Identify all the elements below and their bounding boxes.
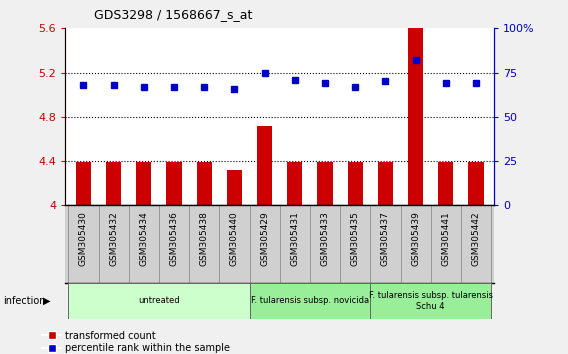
Text: GSM305429: GSM305429	[260, 212, 269, 266]
Text: GDS3298 / 1568667_s_at: GDS3298 / 1568667_s_at	[94, 8, 252, 21]
Bar	[318, 162, 333, 205]
Bar	[197, 162, 212, 205]
Text: ▶: ▶	[43, 296, 51, 306]
Bar	[76, 162, 91, 205]
Text: GSM305441: GSM305441	[441, 212, 450, 266]
Bar	[469, 162, 483, 205]
Bar	[106, 162, 121, 205]
Legend: transformed count, percentile rank within the sample: transformed count, percentile rank withi…	[42, 331, 230, 353]
Bar	[438, 162, 453, 205]
Bar	[166, 162, 182, 205]
Bar	[68, 283, 249, 319]
Text: GSM305431: GSM305431	[290, 212, 299, 267]
Bar	[136, 162, 152, 205]
Text: GSM305434: GSM305434	[139, 212, 148, 266]
Text: F. tularensis subsp. tularensis
Schu 4: F. tularensis subsp. tularensis Schu 4	[369, 291, 493, 310]
Text: untreated: untreated	[138, 296, 179, 306]
Text: GSM305442: GSM305442	[471, 212, 481, 266]
Bar	[249, 283, 370, 319]
Text: GSM305436: GSM305436	[169, 212, 178, 267]
Bar	[378, 162, 393, 205]
Bar	[227, 170, 242, 205]
Bar	[287, 162, 302, 205]
Text: GSM305433: GSM305433	[320, 212, 329, 267]
Text: GSM305439: GSM305439	[411, 212, 420, 267]
Bar	[348, 162, 363, 205]
Text: GSM305438: GSM305438	[200, 212, 209, 267]
Bar	[408, 1, 423, 205]
Bar	[370, 283, 491, 319]
Text: GSM305437: GSM305437	[381, 212, 390, 267]
Text: infection: infection	[3, 296, 45, 306]
Text: GSM305440: GSM305440	[230, 212, 239, 266]
Bar	[257, 126, 272, 205]
Text: GSM305432: GSM305432	[109, 212, 118, 266]
Text: GSM305435: GSM305435	[351, 212, 360, 267]
Text: GSM305430: GSM305430	[79, 212, 88, 267]
Text: F. tularensis subsp. novicida: F. tularensis subsp. novicida	[251, 296, 369, 306]
